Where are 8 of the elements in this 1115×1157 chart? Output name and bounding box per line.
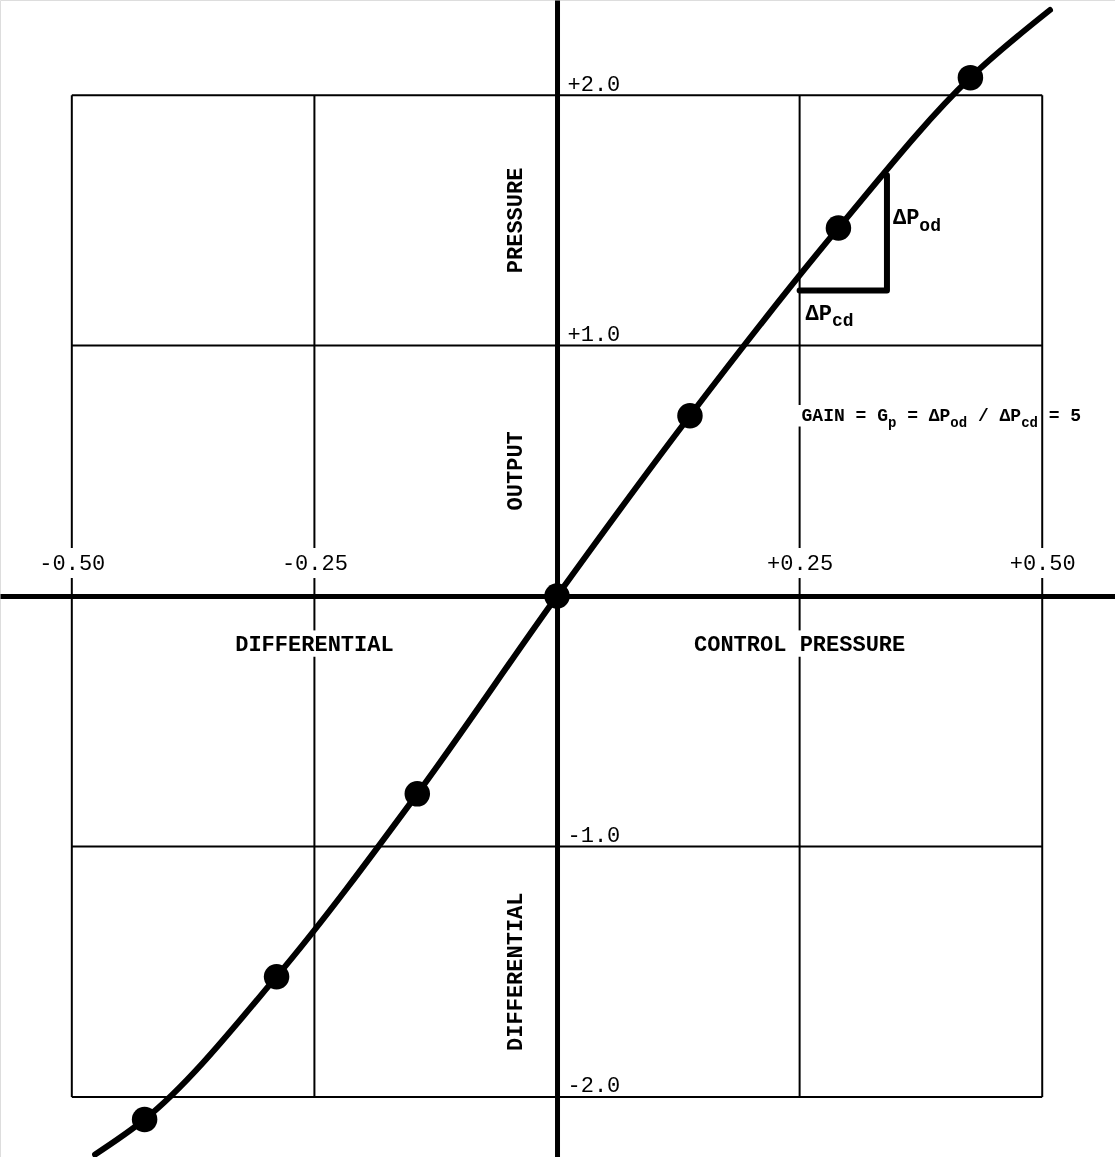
x-tick-label: +0.50: [1009, 551, 1076, 577]
y-tick-label: +1.0: [567, 323, 621, 349]
y-tick-label: -1.0: [567, 823, 621, 849]
x-tick-label: -0.25: [281, 551, 348, 577]
y-tick-label: +2.0: [567, 72, 621, 98]
x-tick-label: +0.25: [767, 551, 834, 577]
x-tick-label: -0.50: [39, 551, 106, 577]
y-tick-label: -2.0: [567, 1074, 621, 1100]
